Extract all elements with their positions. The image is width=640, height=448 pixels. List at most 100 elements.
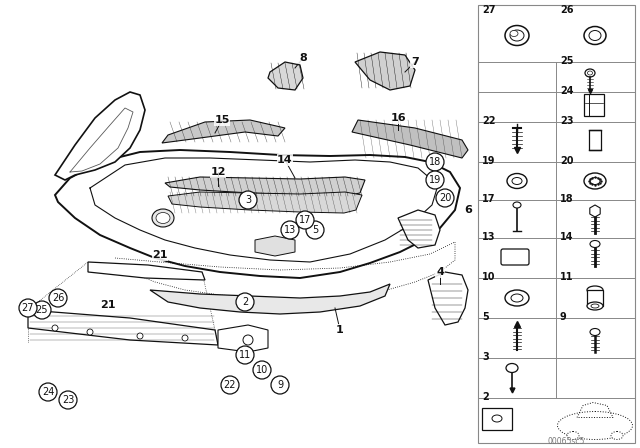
Circle shape: [236, 293, 254, 311]
Polygon shape: [352, 120, 468, 158]
Text: 3: 3: [245, 195, 251, 205]
Text: 19: 19: [429, 175, 441, 185]
Text: 13: 13: [284, 225, 296, 235]
Text: 20: 20: [560, 156, 573, 166]
Circle shape: [271, 376, 289, 394]
FancyBboxPatch shape: [501, 249, 529, 265]
Text: 24: 24: [560, 86, 573, 96]
FancyBboxPatch shape: [587, 290, 603, 306]
FancyBboxPatch shape: [482, 408, 512, 430]
Ellipse shape: [512, 177, 522, 185]
Text: 12: 12: [211, 167, 226, 177]
Text: 2: 2: [482, 392, 489, 402]
Circle shape: [281, 221, 299, 239]
Text: 00065sc5: 00065sc5: [547, 436, 585, 445]
Text: 11: 11: [560, 272, 573, 282]
Text: 3: 3: [482, 352, 489, 362]
Circle shape: [221, 376, 239, 394]
Circle shape: [19, 299, 37, 317]
Text: 9: 9: [277, 380, 283, 390]
Circle shape: [426, 153, 444, 171]
Circle shape: [253, 361, 271, 379]
Ellipse shape: [156, 212, 170, 224]
Polygon shape: [150, 284, 390, 314]
Polygon shape: [162, 120, 285, 143]
Polygon shape: [355, 52, 415, 90]
Polygon shape: [268, 62, 303, 90]
Circle shape: [239, 191, 257, 209]
Ellipse shape: [505, 290, 529, 306]
Polygon shape: [428, 272, 468, 325]
Text: 22: 22: [224, 380, 236, 390]
Ellipse shape: [510, 30, 518, 36]
Ellipse shape: [590, 328, 600, 336]
Text: 4: 4: [436, 267, 444, 277]
FancyBboxPatch shape: [584, 94, 604, 116]
Ellipse shape: [567, 431, 579, 439]
Circle shape: [49, 289, 67, 307]
Circle shape: [426, 171, 444, 189]
Ellipse shape: [152, 209, 174, 227]
Polygon shape: [255, 236, 295, 256]
Ellipse shape: [584, 26, 606, 44]
Ellipse shape: [557, 412, 632, 439]
Ellipse shape: [590, 177, 600, 185]
Polygon shape: [168, 192, 362, 213]
Circle shape: [52, 325, 58, 331]
Ellipse shape: [587, 286, 603, 294]
Text: 18: 18: [560, 194, 573, 204]
Text: 13: 13: [482, 232, 495, 242]
Circle shape: [236, 346, 254, 364]
Ellipse shape: [513, 202, 521, 208]
Text: 26: 26: [52, 293, 64, 303]
Ellipse shape: [507, 173, 527, 189]
Polygon shape: [165, 177, 365, 196]
Polygon shape: [590, 205, 600, 217]
Polygon shape: [88, 262, 205, 280]
Text: 7: 7: [411, 57, 419, 67]
Text: 19: 19: [482, 156, 495, 166]
Ellipse shape: [506, 363, 518, 372]
Polygon shape: [218, 325, 268, 352]
Ellipse shape: [510, 30, 524, 41]
Text: 10: 10: [482, 272, 495, 282]
Text: 23: 23: [62, 395, 74, 405]
Ellipse shape: [591, 304, 599, 308]
Text: 11: 11: [239, 350, 251, 360]
Text: 8: 8: [299, 53, 307, 63]
Polygon shape: [55, 92, 145, 180]
Polygon shape: [28, 310, 218, 345]
Text: 9: 9: [560, 312, 567, 322]
Ellipse shape: [587, 302, 603, 310]
Text: 25: 25: [560, 56, 573, 66]
Polygon shape: [55, 150, 460, 278]
Circle shape: [243, 335, 253, 345]
Circle shape: [59, 391, 77, 409]
Ellipse shape: [590, 241, 600, 247]
Text: 24: 24: [42, 387, 54, 397]
Circle shape: [137, 333, 143, 339]
Text: 25: 25: [36, 305, 48, 315]
Text: 26: 26: [560, 5, 573, 15]
Circle shape: [306, 221, 324, 239]
Text: 1: 1: [336, 325, 344, 335]
Ellipse shape: [611, 431, 623, 439]
Text: 21: 21: [100, 300, 116, 310]
Circle shape: [436, 189, 454, 207]
Ellipse shape: [588, 71, 593, 75]
Ellipse shape: [584, 173, 606, 189]
Circle shape: [296, 211, 314, 229]
Ellipse shape: [505, 26, 529, 46]
Text: 5: 5: [482, 312, 489, 322]
Text: 18: 18: [429, 157, 441, 167]
Text: 16: 16: [390, 113, 406, 123]
Text: 6: 6: [464, 205, 472, 215]
Text: 20: 20: [439, 193, 451, 203]
Circle shape: [182, 335, 188, 341]
Polygon shape: [398, 210, 440, 248]
Ellipse shape: [585, 69, 595, 77]
Text: 27: 27: [482, 5, 495, 15]
Text: 21: 21: [152, 250, 168, 260]
Ellipse shape: [492, 415, 502, 422]
Text: 15: 15: [214, 115, 230, 125]
